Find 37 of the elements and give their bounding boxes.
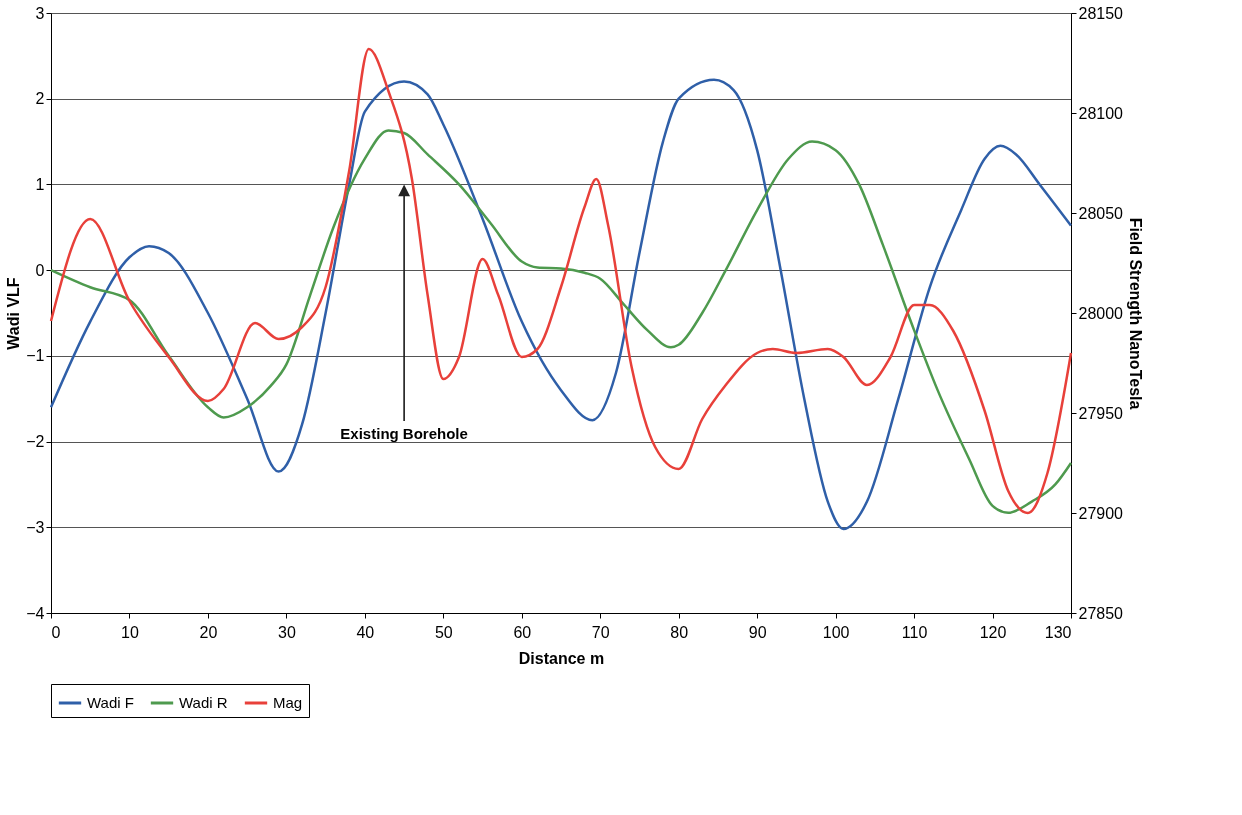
y-tick-label: −4: [26, 604, 45, 622]
y2-axis-title: Field Strength NanoTesla: [1126, 217, 1144, 410]
x-tick-label: 80: [670, 623, 689, 641]
y-tick-label: 0: [35, 261, 45, 279]
x-tick-label: 70: [591, 623, 610, 641]
x-tick-label: 40: [356, 623, 375, 641]
y2-tick-label: 28100: [1078, 104, 1124, 122]
y2-tick-label: 28050: [1078, 204, 1124, 222]
legend-label: Mag: [273, 694, 303, 711]
y-tick-label: −3: [26, 518, 45, 536]
x-tick-label: 110: [901, 623, 928, 641]
x-tick-label: 30: [277, 623, 296, 641]
y-axis-title: Wadi VLF: [5, 277, 23, 350]
y-tick-label: 1: [35, 175, 45, 193]
legend-label: Wadi F: [87, 694, 134, 711]
y-tick-label: 3: [35, 4, 45, 22]
x-tick-label: 130: [1044, 623, 1072, 641]
line-series: [49, 129, 1073, 514]
y-tick-label: 2: [35, 90, 45, 108]
x-tick-label: 50: [434, 623, 453, 641]
y-tick-label: −2: [26, 433, 45, 451]
y2-tick-label: 28150: [1078, 4, 1124, 22]
x-tick-label: 90: [748, 623, 767, 641]
x-tick-label: 10: [121, 623, 139, 641]
x-axis-title: Distance m: [518, 649, 605, 667]
y2-tick-label: 27900: [1078, 504, 1124, 522]
annotation: Existing Borehole: [340, 425, 468, 442]
y2-tick-label: 28000: [1078, 304, 1124, 322]
x-tick-label: 120: [979, 623, 1007, 641]
x-tick-label: 0: [51, 623, 61, 641]
x-tick-label: 20: [199, 623, 218, 641]
y2-tick-label: 27850: [1078, 604, 1124, 622]
x-tick-label: 60: [513, 623, 532, 641]
legend-label: Wadi R: [179, 694, 228, 711]
y2-tick-label: 27950: [1078, 404, 1124, 422]
y-tick-label: −1: [26, 347, 45, 365]
x-tick-label: 100: [822, 623, 850, 641]
